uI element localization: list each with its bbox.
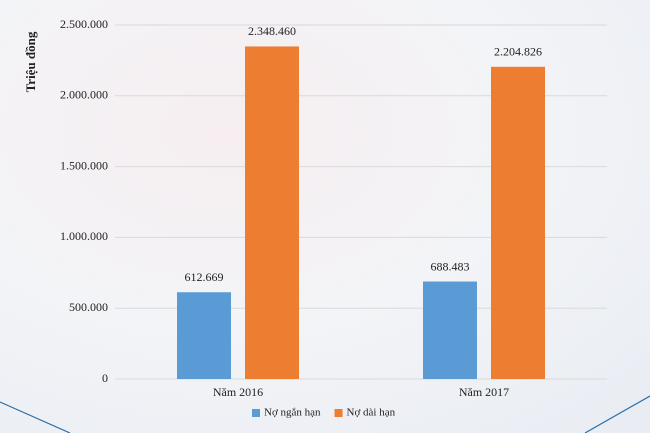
bar xyxy=(245,46,299,379)
legend-label: Nợ ngắn hạn xyxy=(264,407,321,419)
y-tick-label: 500.000 xyxy=(69,300,108,314)
bar xyxy=(423,281,477,379)
y-tick-label: 2.500.000 xyxy=(60,17,108,31)
legend-swatch xyxy=(252,409,260,417)
x-tick-label: Năm 2017 xyxy=(459,385,509,399)
y-tick-label: 1.500.000 xyxy=(60,158,108,172)
value-label: 2.348.460 xyxy=(248,24,296,38)
y-axis-title: Triệu đồng xyxy=(23,31,38,92)
legend-label: Nợ dài hạn xyxy=(347,407,396,419)
decor-line xyxy=(584,395,650,433)
x-tick-label: Năm 2016 xyxy=(213,385,263,399)
value-label: 2.204.826 xyxy=(494,45,542,59)
bar xyxy=(177,292,231,379)
decor-line xyxy=(0,401,71,433)
value-label: 612.669 xyxy=(185,270,224,284)
legend-swatch xyxy=(334,409,343,417)
value-label: 688.483 xyxy=(431,259,470,273)
y-tick-label: 2.000.000 xyxy=(60,88,108,102)
bar xyxy=(491,66,545,380)
y-tick-label: 1.000.000 xyxy=(60,229,108,243)
y-tick-label: 0 xyxy=(102,371,108,385)
